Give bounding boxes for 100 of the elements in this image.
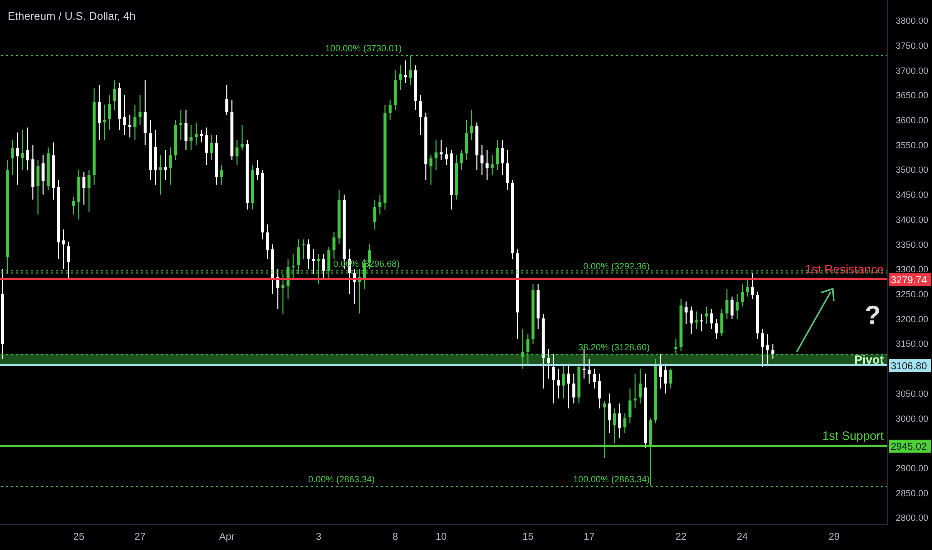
candlestick: [123, 94, 126, 136]
candlestick: [445, 147, 448, 166]
candlestick: [664, 363, 668, 394]
candlestick: [256, 160, 260, 180]
candlestick: [460, 150, 464, 171]
y-tick-label: 3700.00: [896, 66, 929, 76]
candlestick: [557, 368, 560, 400]
candlestick: [715, 318, 718, 340]
x-tick-label: 25: [74, 532, 86, 544]
candlestick: [624, 413, 627, 434]
candlestick: [236, 140, 239, 166]
candlestick: [159, 154, 162, 196]
candlestick: [470, 110, 474, 141]
candlestick: [67, 242, 70, 280]
x-tick-label: 15: [522, 532, 534, 544]
candlestick: [302, 239, 306, 260]
candlestick: [695, 311, 698, 330]
candlestick: [700, 314, 704, 332]
annotation: 100.00% (2863.34): [573, 474, 650, 485]
candlestick: [226, 85, 229, 116]
candlestick: [726, 288, 729, 320]
x-tick-label: 29: [828, 532, 840, 544]
candlestick: [567, 363, 570, 410]
candlestick: [705, 306, 708, 325]
candlestick: [608, 393, 612, 434]
x-tick-label: 17: [584, 532, 596, 544]
candlestick: [690, 306, 693, 335]
y-tick-label: 3250.00: [896, 290, 929, 300]
candlestick: [138, 94, 142, 126]
candlestick: [240, 124, 244, 151]
candlestick: [103, 104, 106, 141]
candlestick: [598, 373, 602, 410]
y-tick-label: 3750.00: [896, 40, 929, 51]
candlestick: [82, 172, 86, 206]
candlestick: [266, 224, 270, 260]
candlestick: [746, 278, 750, 298]
candlestick: [562, 363, 566, 400]
candlestick: [547, 348, 550, 380]
candlestick: [741, 284, 744, 308]
candlestick: [465, 120, 468, 161]
y-tick-label: 3400.00: [896, 214, 929, 225]
candlestick: [670, 368, 673, 390]
candlestick: [190, 124, 193, 151]
y-tick-label: 3350.00: [896, 240, 929, 250]
ref-line-label: 1st Resistance: [805, 262, 884, 277]
annotation: 3106.80: [891, 362, 928, 373]
candlestick: [490, 154, 494, 176]
candlestick: [399, 65, 402, 91]
candlestick: [659, 353, 662, 390]
text: Ethereum / U.S. Dollar, 4h: [8, 11, 136, 23]
x-tick-label: Apr: [219, 532, 236, 544]
x-tick-label: 27: [134, 532, 146, 544]
ref-line-label: 1st Support: [822, 428, 885, 443]
candlestick: [72, 196, 76, 216]
y-tick-label: 3200.00: [896, 314, 929, 324]
candlestick: [766, 334, 770, 364]
candlestick: [572, 373, 576, 404]
candlestick: [486, 150, 489, 180]
candlestick: [440, 140, 443, 161]
candlestick: [404, 60, 408, 84]
y-tick-label: 3500.00: [896, 165, 929, 176]
candlestick: [496, 140, 500, 171]
candlestick: [506, 150, 510, 190]
candlestick: [16, 132, 20, 186]
candlestick: [62, 229, 66, 270]
ref-line-label: 100.00% (3730.01): [325, 44, 402, 54]
candlestick: [144, 80, 147, 146]
candlestick: [184, 110, 188, 151]
candlestick: [588, 358, 591, 384]
candlestick: [307, 239, 310, 270]
annotation: 3279.74: [891, 276, 928, 287]
candlestick: [430, 154, 433, 186]
y-tick-label: 3150.00: [896, 339, 929, 350]
candlestick: [501, 140, 504, 176]
candlestick: [736, 294, 739, 320]
candlestick: [322, 254, 326, 280]
candlestick: [154, 130, 158, 186]
candlestick: [419, 94, 422, 136]
candlestick: [128, 114, 132, 138]
candlestick: [761, 328, 764, 368]
candlestick: [751, 272, 754, 300]
candlestick: [210, 134, 214, 161]
candlestick: [618, 403, 622, 439]
y-tick-label: 3550.00: [896, 140, 929, 150]
y-tick-label: 3650.00: [896, 90, 929, 101]
ref-line-label: 0.00% (2863.34): [308, 474, 375, 485]
x-tick-label: 8: [392, 532, 399, 544]
y-tick-label: 2900.00: [896, 464, 929, 474]
candlestick: [684, 301, 688, 325]
ref-line-label: 38.20% (3128.60): [578, 342, 650, 353]
x-tick-label: 24: [736, 532, 749, 544]
candlestick: [480, 144, 484, 176]
candlestick: [42, 154, 45, 196]
candlestick: [36, 160, 40, 216]
y-tick-label: 3450.00: [896, 190, 929, 200]
candlestick: [312, 249, 316, 275]
candlestick: [638, 368, 642, 404]
annotation: 2945.02: [891, 442, 928, 453]
candlestick: [11, 140, 14, 176]
y-tick-label: 2800.00: [896, 513, 929, 524]
